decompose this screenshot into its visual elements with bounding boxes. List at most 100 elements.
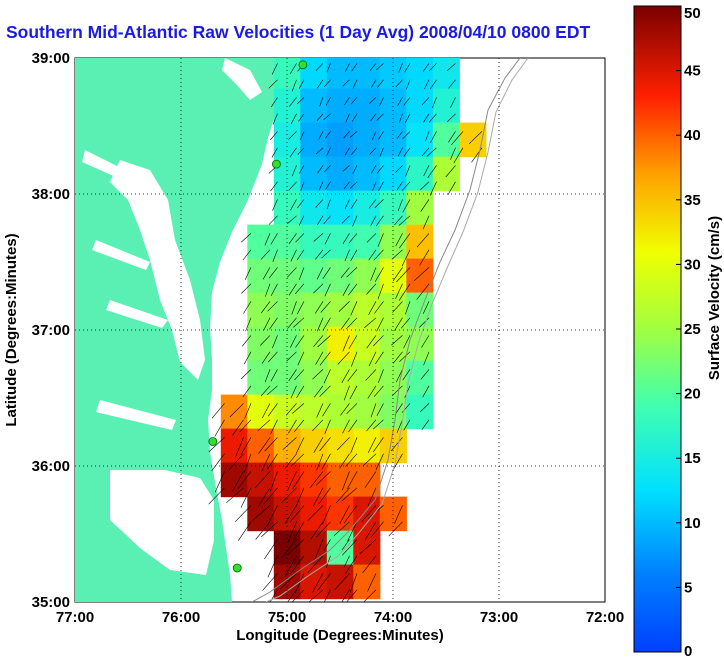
- vector-arrow: [318, 131, 324, 140]
- vector-arrow: [374, 199, 384, 209]
- vector-arrow: [267, 555, 278, 578]
- vector-arrow: [295, 487, 305, 508]
- vector-arrow: [323, 369, 331, 384]
- x-axis-label: Longitude (Degrees:Minutes): [236, 627, 444, 644]
- vector-arrow: [313, 487, 324, 507]
- estuary-2: [92, 240, 150, 270]
- vector-arrow: [316, 573, 331, 592]
- velocity-cell: [300, 190, 328, 226]
- vector-arrow: [316, 453, 324, 471]
- vector-arrow: [350, 437, 358, 454]
- vector-arrow: [267, 453, 278, 470]
- vector-arrow: [375, 453, 384, 471]
- vector-arrow: [363, 453, 377, 466]
- vector-arrow: [395, 79, 403, 88]
- vector-arrow: [370, 267, 377, 281]
- vector-arrow: [291, 79, 297, 92]
- velocity-cell: [220, 428, 248, 464]
- vector-arrow: [288, 233, 297, 245]
- velocity-cell: [273, 360, 301, 396]
- vector-arrow: [366, 233, 377, 243]
- vector-arrow: [320, 301, 331, 313]
- vector-arrow: [367, 573, 377, 592]
- velocity-cell: [326, 530, 354, 566]
- vector-arrow: [341, 539, 358, 556]
- vector-arrow: [395, 165, 403, 173]
- vector-arrow: [367, 385, 377, 399]
- chesapeake-bay: [110, 160, 205, 380]
- vector-arrow: [272, 249, 278, 263]
- velocity-cell: [300, 224, 328, 260]
- vector-arrow: [373, 335, 384, 347]
- vector-arrow: [298, 267, 305, 281]
- y-tick-label: 36:00: [32, 458, 70, 475]
- vector-arrow: [269, 471, 278, 492]
- vector-arrow: [343, 131, 350, 139]
- vector-arrow: [261, 453, 271, 473]
- vector-arrow: [272, 113, 278, 125]
- vector-arrow: [290, 335, 297, 348]
- vector-arrow: [269, 317, 278, 330]
- velocity-cell: [379, 496, 407, 532]
- velocity-cell: [406, 156, 434, 192]
- x-tick-label: 73:00: [480, 609, 518, 626]
- vector-arrow: [316, 113, 324, 122]
- vector-arrow: [376, 113, 384, 121]
- vector-arrow: [350, 147, 358, 156]
- velocity-cell: [326, 394, 354, 430]
- velocity-cell: [379, 360, 407, 396]
- vector-arrow: [351, 63, 358, 72]
- vector-arrow: [421, 97, 430, 106]
- vector-arrow: [403, 335, 411, 349]
- vector-arrow: [243, 301, 252, 314]
- vector-arrow: [374, 301, 384, 314]
- vector-arrow: [379, 97, 384, 107]
- velocity-cell: [459, 122, 487, 158]
- vector-arrow: [349, 131, 358, 138]
- vector-arrow: [423, 165, 430, 177]
- vector-arrow: [364, 521, 377, 541]
- velocity-cell: [300, 394, 328, 430]
- vector-arrow: [347, 521, 358, 542]
- vector-arrow: [402, 199, 411, 213]
- vector-arrow: [429, 181, 437, 196]
- velocity-cell: [300, 258, 328, 294]
- vector-arrow: [401, 249, 411, 267]
- vector-arrow: [342, 233, 350, 244]
- vector-arrow: [295, 233, 305, 243]
- vector-arrow: [293, 521, 305, 541]
- vector-arrow: [313, 233, 324, 242]
- vector-arrow: [342, 165, 350, 172]
- velocity-cell: [379, 394, 407, 430]
- vector-arrow: [372, 437, 384, 453]
- colorbar-tick-label: 25: [684, 321, 701, 338]
- vector-arrow: [344, 199, 350, 210]
- vector-arrow: [260, 385, 271, 397]
- vector-arrow: [268, 165, 278, 174]
- vector-arrow: [296, 249, 305, 261]
- vector-arrow: [326, 147, 331, 156]
- velocity-cell: [379, 156, 407, 192]
- vector-arrow: [375, 351, 384, 365]
- velocity-cell: [247, 258, 275, 294]
- vector-arrow: [321, 453, 331, 470]
- vector-arrow: [370, 521, 384, 538]
- vector-arrow: [368, 505, 384, 519]
- vector-arrow: [240, 369, 252, 380]
- velocity-cell: [353, 462, 381, 498]
- vector-arrow: [297, 351, 305, 366]
- y-axis-label: Latitude (Degrees:Minutes): [3, 233, 20, 426]
- vector-arrow: [378, 369, 384, 383]
- vector-arrow: [245, 317, 252, 332]
- velocity-cell: [379, 428, 407, 464]
- vector-arrow: [307, 505, 324, 521]
- vector-arrow: [228, 453, 244, 470]
- vector-arrow: [342, 335, 350, 352]
- vector-arrow: [403, 97, 411, 106]
- shelf-contour-2: [265, 58, 529, 602]
- vector-arrow: [241, 335, 252, 347]
- vector-arrow: [394, 403, 403, 416]
- vector-arrow: [344, 555, 358, 575]
- vector-arrow: [270, 233, 278, 245]
- vector-arrow: [370, 165, 377, 174]
